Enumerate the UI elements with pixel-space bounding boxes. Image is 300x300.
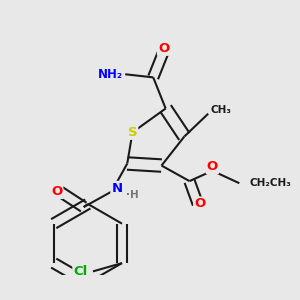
Text: CH₂CH₃: CH₂CH₃ [250,178,292,188]
Text: S: S [128,126,137,139]
Text: Cl: Cl [74,265,88,278]
Text: O: O [158,42,169,55]
Text: NH₂: NH₂ [98,68,123,81]
Text: O: O [207,160,218,173]
Text: O: O [51,185,62,198]
Text: ·H: ·H [126,190,139,200]
Text: O: O [194,197,206,211]
Text: N: N [111,182,122,195]
Text: CH₃: CH₃ [210,104,231,115]
